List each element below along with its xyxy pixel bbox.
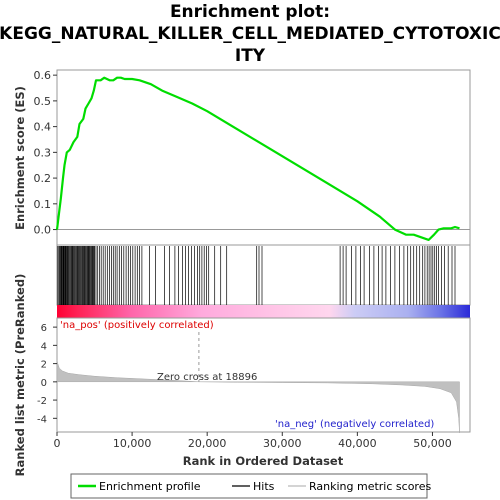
chart-title-line-2: KEGG_NATURAL_KILLER_CELL_MEDIATED_CYTOTO… bbox=[0, 24, 500, 44]
es-panel-frame bbox=[56, 69, 471, 246]
metric-y-tick-label: 4 bbox=[41, 341, 47, 352]
x-tick-label: 10,000 bbox=[113, 437, 152, 450]
metric-y-axis-ticks: -4 -2 0 2 4 6 bbox=[37, 323, 57, 425]
negative-correlation-label: 'na_neg' (negatively correlated) bbox=[275, 419, 434, 430]
es-y-tick-label: 0.0 bbox=[34, 224, 52, 237]
x-tick-label: 30,000 bbox=[263, 437, 302, 450]
hits-panel bbox=[56, 244, 471, 306]
ranking-metric-area bbox=[56, 359, 460, 433]
metric-panel: -4 -2 0 2 4 6 'na_pos' (positively correlated… bbox=[13, 274, 471, 477]
metric-y-axis-label: Ranked list metric (PreRanked) bbox=[13, 274, 27, 477]
x-tick-label: 50,000 bbox=[413, 437, 452, 450]
x-axis-ticks: 0 10,000 20,000 30,000 40,000 50,000 bbox=[54, 432, 452, 450]
metric-y-tick-label: 6 bbox=[41, 323, 47, 334]
es-y-tick-label: 0.3 bbox=[34, 146, 52, 159]
metric-panel-frame bbox=[56, 317, 471, 433]
x-tick-label: 40,000 bbox=[338, 437, 377, 450]
x-axis-label: Rank in Ordered Dataset bbox=[183, 454, 344, 468]
rank-colorbar-strip bbox=[57, 305, 470, 318]
metric-y-tick-label: 2 bbox=[41, 360, 47, 371]
es-y-tick-label: 0.6 bbox=[34, 69, 52, 82]
metric-y-tick-label: 0 bbox=[41, 378, 47, 389]
metric-y-tick-label: -4 bbox=[37, 414, 47, 425]
es-y-axis-label: Enrichment score (ES) bbox=[13, 86, 27, 230]
legend-label-hits: Hits bbox=[253, 480, 275, 493]
enrichment-profile-line bbox=[55, 76, 460, 241]
es-y-tick-label: 0.4 bbox=[34, 121, 52, 134]
es-panel: 0.0 0.1 0.2 0.3 0.4 0.5 0.6 Enrichment score (… bbox=[13, 69, 471, 246]
x-tick-label: 0 bbox=[54, 437, 61, 450]
chart-title-line-3: ITY bbox=[235, 46, 266, 66]
rank-colorbar bbox=[57, 305, 470, 318]
legend: Enrichment profile Hits Ranking metric s… bbox=[70, 473, 431, 499]
es-y-tick-label: 0.5 bbox=[34, 95, 52, 108]
hit-marks bbox=[57, 246, 456, 305]
es-y-tick-label: 0.1 bbox=[34, 198, 52, 211]
es-y-tick-label: 0.2 bbox=[34, 172, 52, 185]
legend-label-enrichment-profile: Enrichment profile bbox=[99, 480, 201, 493]
metric-y-tick-label: -2 bbox=[37, 396, 47, 407]
chart-title-line-1: Enrichment plot: bbox=[170, 2, 330, 22]
legend-label-ranking-metric: Ranking metric scores bbox=[309, 480, 431, 493]
positive-correlation-label: 'na_pos' (positively correlated) bbox=[60, 320, 214, 331]
zero-cross-label: Zero cross at 18896 bbox=[157, 372, 257, 383]
x-tick-label: 20,000 bbox=[188, 437, 227, 450]
es-y-axis-ticks: 0.0 0.1 0.2 0.3 0.4 0.5 0.6 bbox=[34, 69, 57, 237]
